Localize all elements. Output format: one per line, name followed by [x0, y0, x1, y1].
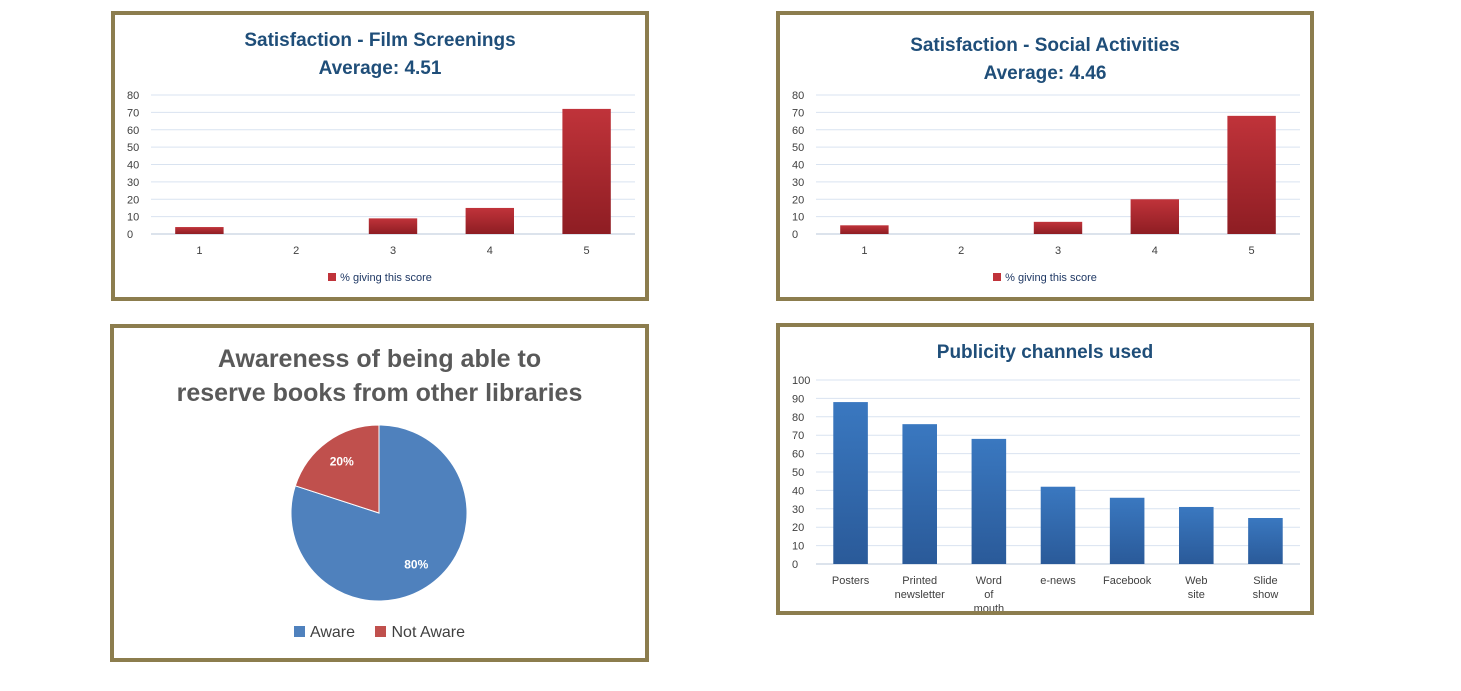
x-tick-label: Posters [832, 575, 870, 587]
x-tick-label: Facebook [1103, 575, 1152, 587]
y-tick-label: 40 [792, 160, 804, 172]
x-tick-label: site [1188, 589, 1205, 601]
y-tick-label: 90 [792, 393, 804, 405]
x-tick-label: 3 [390, 245, 396, 257]
bar-5 [1227, 115, 1276, 234]
y-tick-label: 30 [127, 177, 139, 189]
y-tick-label: 10 [792, 541, 804, 553]
y-tick-label: 10 [792, 212, 804, 224]
y-tick-label: 0 [127, 229, 133, 241]
x-tick-label: e-news [1040, 575, 1076, 587]
pie-label-not-aware: 20% [330, 455, 354, 469]
x-tick-label: show [1253, 589, 1279, 601]
bar-4 [465, 207, 514, 234]
legend-swatch [328, 273, 337, 281]
x-tick-label: 5 [584, 245, 590, 257]
chart-legend: Aware Not Aware [114, 624, 645, 642]
x-tick-label: 5 [1249, 245, 1255, 257]
legend-label: Aware [309, 624, 356, 641]
chart-panel-awareness: Awareness of being able to reserve books… [110, 324, 649, 662]
pie-chart-awareness: 80% 20% [290, 424, 468, 602]
y-tick-label: 70 [127, 107, 139, 119]
legend-label: % giving this score [1005, 272, 1097, 284]
y-tick-label: 100 [792, 375, 810, 387]
y-tick-label: 40 [127, 160, 139, 172]
x-tick-label: Web [1185, 575, 1207, 587]
x-tick-label: 3 [1055, 245, 1061, 257]
y-tick-label: 80 [792, 412, 804, 424]
chart-title: Publicity channels used [936, 342, 1154, 363]
bar-facebook [1109, 497, 1145, 564]
y-tick-label: 50 [792, 467, 804, 479]
y-tick-label: 30 [792, 504, 804, 516]
bar-1 [840, 225, 889, 234]
x-tick-label: 1 [861, 245, 867, 257]
x-tick-label: Printed [902, 575, 937, 587]
bar-3 [368, 218, 418, 234]
chart-title: Awareness of being able to reserve books… [176, 345, 583, 407]
x-tick-label: 2 [958, 245, 964, 257]
bar-web-site [1179, 506, 1214, 564]
x-tick-label: newsletter [895, 589, 945, 601]
bar-posters [833, 402, 868, 564]
y-tick-label: 40 [792, 485, 804, 497]
x-tick-label: 4 [487, 245, 493, 257]
y-tick-label: 60 [792, 449, 804, 461]
x-tick-label: 1 [196, 245, 202, 257]
legend-item-not-aware: Not Aware [375, 624, 465, 641]
y-tick-label: 20 [792, 522, 804, 534]
y-tick-label: 50 [792, 142, 804, 154]
bar-e-news [1040, 486, 1076, 564]
x-tick-label: Word [976, 575, 1002, 587]
x-tick-label: 2 [293, 245, 299, 257]
legend-item-aware: Aware [293, 624, 356, 641]
y-tick-label: 0 [792, 559, 798, 571]
y-tick-label: 50 [127, 142, 139, 154]
x-tick-label: of [984, 589, 994, 601]
bar-chart-publicity-channels: 0 10 20 30 40 50 60 70 80 90 100 Posters Printed news… [792, 375, 1300, 611]
bar-chart-social-activities: 0 10 20 30 40 50 60 70 80 1 2 3 4 5 [792, 90, 1300, 257]
chart-panel-publicity-channels: Publicity channels used 0 10 20 30 40 50 60 70 8… [776, 323, 1314, 615]
x-tick-label: Slide [1253, 575, 1277, 587]
y-tick-label: 70 [792, 430, 804, 442]
y-tick-label: 60 [127, 125, 139, 137]
y-tick-label: 20 [127, 194, 139, 206]
bar-slide-show [1248, 518, 1283, 564]
chart-title: Satisfaction - Social Activities [910, 35, 1180, 56]
y-tick-label: 20 [792, 194, 804, 206]
x-tick-label: mouth [974, 603, 1005, 611]
y-tick-label: 60 [792, 125, 804, 137]
chart-subtitle: Average: 4.51 [318, 58, 442, 79]
chart-legend: % giving this score [115, 272, 645, 284]
bar-5 [562, 108, 611, 234]
chart-panel-social-activities: Satisfaction - Social Activities Average… [776, 11, 1314, 301]
y-tick-label: 10 [127, 212, 139, 224]
pie-slice-not-aware [294, 424, 380, 514]
bar-word-of-mouth [971, 438, 1007, 564]
legend-label: % giving this score [340, 272, 432, 284]
chart-subtitle: Average: 4.46 [983, 63, 1107, 84]
chart-title: Satisfaction - Film Screenings [244, 30, 516, 51]
bar-printed-newsletter [902, 424, 937, 564]
chart-legend: % giving this score [780, 272, 1310, 284]
legend-swatch [993, 273, 1002, 281]
y-tick-label: 80 [792, 90, 804, 102]
y-tick-label: 70 [792, 107, 804, 119]
bar-chart-film-screenings: 0 10 20 30 40 50 60 70 80 1 2 3 4 5 [127, 90, 635, 257]
y-tick-label: 0 [792, 229, 798, 241]
legend-label: Not Aware [391, 624, 466, 641]
x-tick-label: 4 [1152, 245, 1158, 257]
legend-swatch [375, 626, 387, 637]
y-tick-label: 30 [792, 177, 804, 189]
chart-panel-film-screenings: Satisfaction - Film Screenings Average: … [111, 11, 649, 301]
y-tick-label: 80 [127, 90, 139, 102]
bar-1 [175, 227, 224, 234]
pie-label-aware: 80% [404, 557, 428, 571]
legend-swatch [293, 626, 305, 637]
bar-3 [1033, 221, 1083, 234]
bar-4 [1130, 199, 1179, 234]
